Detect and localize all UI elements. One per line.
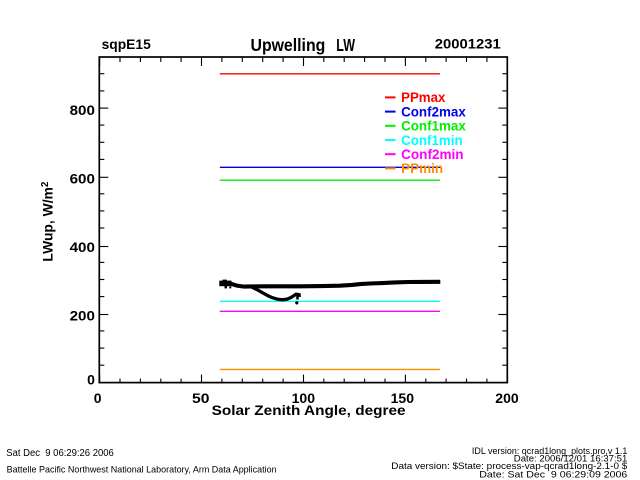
svg-text:Conf1min: Conf1min xyxy=(401,133,463,148)
svg-text:200: 200 xyxy=(495,390,519,406)
svg-text:LW: LW xyxy=(336,35,355,55)
svg-text:Conf1max: Conf1max xyxy=(401,119,466,134)
svg-text:Date: 2006/12/01 16:37:51: Date: 2006/12/01 16:37:51 xyxy=(514,454,628,465)
svg-text:0: 0 xyxy=(94,390,102,406)
svg-text:150: 150 xyxy=(391,390,415,406)
svg-text:200: 200 xyxy=(70,308,96,324)
svg-text:Battelle Pacific Northwest Nat: Battelle Pacific Northwest National Labo… xyxy=(7,465,277,476)
svg-text:400: 400 xyxy=(70,239,96,255)
svg-text:Solar Zenith Angle, degree: Solar Zenith Angle, degree xyxy=(212,402,406,418)
svg-text:Data version: $State: process-: Data version: $State: process-vap-qcrad1… xyxy=(391,461,628,472)
svg-text:IDL version: qcrad1long_plots.: IDL version: qcrad1long_plots.pro,v 1.1 xyxy=(472,446,627,457)
svg-text:Upwelling: Upwelling xyxy=(251,35,326,55)
svg-text:20001231: 20001231 xyxy=(435,36,501,52)
svg-text:Conf2max: Conf2max xyxy=(401,104,466,119)
svg-text:100: 100 xyxy=(292,390,316,406)
svg-text:LWup, W/m2: LWup, W/m2 xyxy=(40,181,56,261)
svg-text:Sat Dec 9 06:29:26 2006: Sat Dec 9 06:29:26 2006 xyxy=(6,448,114,459)
svg-text:0: 0 xyxy=(87,372,95,388)
svg-text:600: 600 xyxy=(70,171,96,187)
svg-text:800: 800 xyxy=(70,102,96,118)
svg-text:50: 50 xyxy=(192,390,210,406)
svg-text:sqpE15: sqpE15 xyxy=(102,36,151,52)
svg-text:PPmax: PPmax xyxy=(401,90,446,105)
svg-text:PPmin: PPmin xyxy=(401,161,443,176)
svg-text:Date: Sat Dec 9 06:29:09 2006: Date: Sat Dec 9 06:29:09 2006 xyxy=(479,469,627,480)
svg-text:Conf2min: Conf2min xyxy=(401,147,464,162)
